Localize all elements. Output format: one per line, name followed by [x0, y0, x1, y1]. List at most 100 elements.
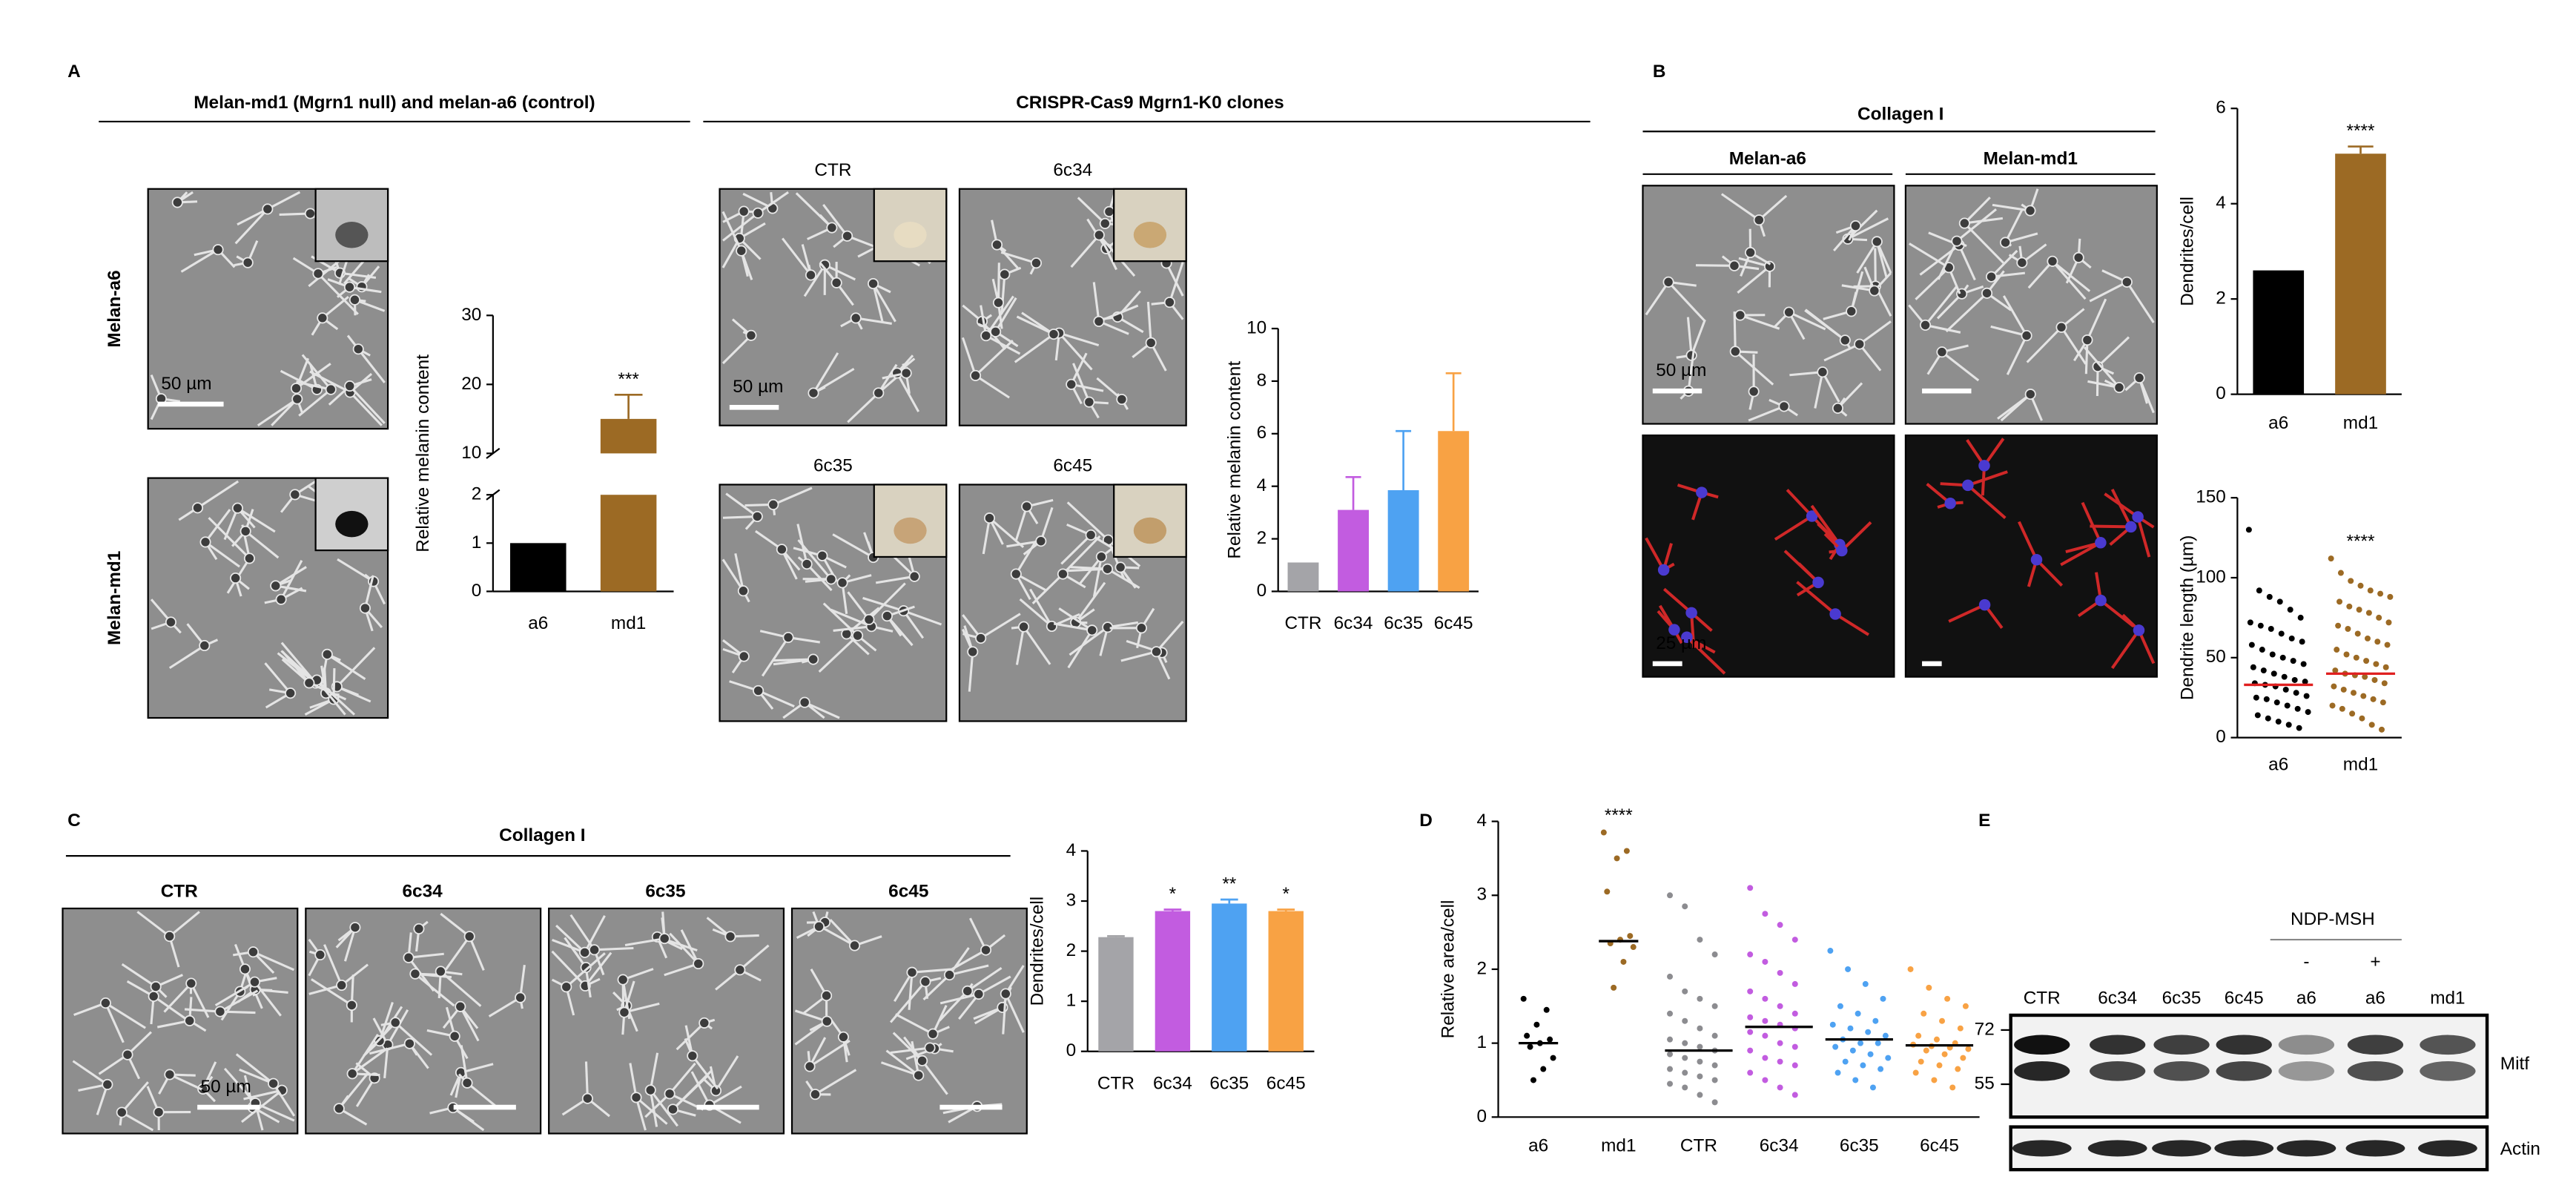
bar — [1287, 562, 1319, 592]
y-tick-label: 1 — [1066, 991, 1077, 1011]
cell-body — [990, 326, 1002, 337]
data-point — [2332, 667, 2339, 674]
cell-body — [1093, 315, 1105, 327]
data-point — [2351, 690, 2357, 696]
column-label: Melan-a6 — [1729, 148, 1806, 168]
data-point — [2260, 667, 2267, 674]
cell-body — [825, 573, 837, 585]
data-point — [2379, 726, 2385, 733]
panel-header: CRISPR-Cas9 Mgrn1-K0 clones — [1016, 93, 1284, 113]
x-tick-label: 6c34 — [1760, 1136, 1799, 1156]
lane-label: 6c35 — [2162, 988, 2202, 1008]
data-point — [2282, 686, 2289, 693]
x-tick-label: a6 — [528, 613, 548, 633]
data-point — [1711, 1062, 1718, 1069]
mw-marker: 72 — [1975, 1019, 1995, 1039]
data-point — [2339, 705, 2345, 712]
data-point — [2275, 719, 2282, 725]
data-point — [2387, 593, 2394, 600]
cell-body — [1729, 346, 1741, 357]
x-tick-label: md1 — [2343, 755, 2378, 775]
panel-header: Collagen I — [1857, 104, 1943, 124]
cell-body — [231, 502, 243, 514]
cell-body — [687, 1050, 699, 1062]
data-point — [1842, 1058, 1849, 1065]
panel-label: B — [1653, 62, 1666, 82]
cell-body — [2047, 255, 2058, 267]
cell-body — [927, 1028, 939, 1040]
data-point — [1543, 1006, 1550, 1013]
cell-body — [230, 573, 242, 584]
cell-body — [1836, 544, 1848, 557]
data-point — [1944, 995, 1951, 1002]
y-tick-label: 3 — [1066, 890, 1077, 910]
blot-band — [2347, 1035, 2404, 1055]
cell-body — [908, 570, 920, 582]
data-point — [1682, 1069, 1688, 1076]
data-point — [1747, 885, 1754, 891]
data-point — [2356, 607, 2362, 613]
data-point — [1931, 1077, 1938, 1083]
data-point — [1711, 1099, 1718, 1106]
data-point — [1791, 1043, 1798, 1050]
cell-body — [617, 974, 629, 986]
data-point — [2266, 593, 2273, 600]
blot-band — [2418, 1140, 2477, 1157]
cell-body — [919, 976, 931, 988]
data-point — [1965, 1046, 1972, 1052]
cell-body — [1812, 576, 1824, 589]
cell-body — [900, 367, 912, 379]
data-point — [1852, 1077, 1859, 1083]
cell-body — [579, 946, 591, 958]
cell-body — [1010, 568, 1022, 580]
y-tick-label: 4 — [1257, 475, 1267, 495]
treatment-sign: - — [2303, 952, 2309, 972]
cell-body — [863, 613, 875, 625]
y-axis-label: Dendrites/cell — [2177, 197, 2197, 306]
bar — [1438, 431, 1470, 592]
data-point — [1777, 969, 1783, 976]
y-tick-label: 6 — [2216, 98, 2226, 118]
cell-body — [1057, 568, 1069, 580]
significance-label: **** — [2347, 531, 2375, 551]
lane-label: CTR — [2024, 988, 2061, 1008]
cell-body — [980, 944, 992, 956]
blot-band — [2153, 1035, 2210, 1055]
data-point — [1667, 892, 1674, 899]
pellet — [335, 222, 369, 248]
bar — [2335, 154, 2386, 395]
cell-body — [699, 1017, 710, 1029]
data-point — [2334, 647, 2340, 653]
data-point — [2254, 712, 2261, 719]
cell-body — [913, 1069, 925, 1081]
cell-body — [1778, 400, 1790, 412]
cell-body — [1685, 607, 1697, 619]
bar — [1387, 490, 1419, 592]
data-point — [1711, 1032, 1718, 1039]
cell-body — [1981, 287, 1993, 299]
data-point — [2370, 696, 2377, 702]
data-point — [1762, 1055, 1768, 1061]
y-axis-label: Relative melanin content — [413, 354, 433, 552]
cell-body — [821, 990, 833, 1002]
x-tick-label: CTR — [1680, 1136, 1717, 1156]
cell-body — [304, 208, 316, 220]
blot-band — [2278, 1035, 2335, 1055]
data-point — [2385, 619, 2392, 626]
cell-body — [336, 980, 348, 992]
column-label: 6c34 — [403, 881, 443, 901]
cell-body — [745, 329, 757, 341]
data-point — [1550, 1055, 1556, 1061]
cell-body — [2133, 372, 2145, 384]
cell-process — [649, 1052, 678, 1127]
cell-body — [1944, 498, 1956, 509]
data-point — [1777, 1084, 1783, 1091]
data-point — [1849, 1047, 1856, 1054]
data-point — [1667, 1010, 1674, 1017]
data-point — [1697, 1058, 1703, 1065]
blot-band — [2345, 1140, 2405, 1157]
y-tick-label: 0 — [2216, 727, 2226, 747]
data-point — [2257, 622, 2264, 629]
cell-body — [1745, 246, 1757, 259]
cell-body — [580, 962, 592, 974]
